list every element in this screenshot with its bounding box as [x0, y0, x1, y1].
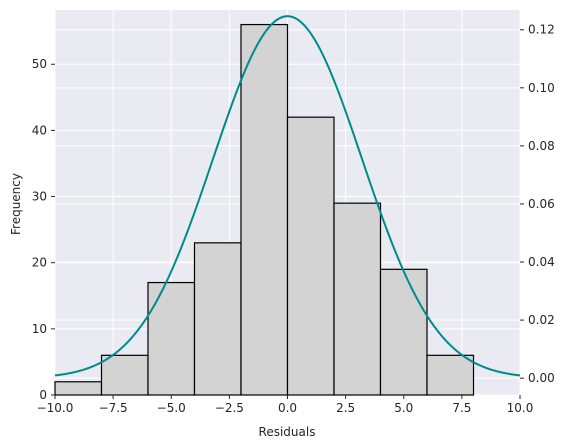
x-tick-label-7: 7.5 — [452, 401, 471, 415]
x-axis-label: Residuals — [259, 425, 316, 439]
x-tick-label-4: 0.0 — [278, 401, 297, 415]
y-tick-label-4: 40 — [32, 123, 47, 137]
histogram-bar-3 — [193, 242, 242, 396]
histogram-bar-6 — [333, 202, 382, 396]
histogram-bar-1 — [100, 354, 149, 396]
y-tick-label-5: 50 — [32, 57, 47, 71]
x-axis-ticks: −10.0 −7.5 −5.0 −2.5 0.0 2.5 5.0 7.5 10.0 — [37, 395, 534, 415]
x-tick-label-3: −2.5 — [215, 401, 244, 415]
x-tick-label-8: 10.0 — [507, 401, 534, 415]
y-tick-label-2: 20 — [32, 256, 47, 270]
histogram-bars — [54, 23, 475, 396]
y2-tick-label-6: 0.12 — [528, 23, 555, 37]
y-tick-label-0: 0 — [39, 388, 47, 402]
y2-tick-label-5: 0.10 — [528, 81, 555, 95]
y2-tick-label-3: 0.06 — [528, 197, 555, 211]
y2-tick-label-0: 0.00 — [528, 371, 555, 385]
y2-tick-label-1: 0.02 — [528, 313, 555, 327]
histogram-bar-2 — [147, 281, 196, 396]
y-axis-left-ticks: 0 10 20 30 40 50 — [32, 57, 55, 402]
y-axis-right-ticks: 0.00 0.02 0.04 0.06 0.08 0.10 0.12 — [520, 23, 555, 385]
x-tick-label-1: −7.5 — [99, 401, 128, 415]
x-tick-label-6: 5.0 — [394, 401, 413, 415]
y-axis-label: Frequency — [9, 173, 23, 235]
y2-tick-label-2: 0.04 — [528, 255, 555, 269]
histogram-bar-0 — [54, 381, 103, 396]
density-curve — [54, 15, 521, 377]
y2-tick-label-4: 0.08 — [528, 139, 555, 153]
x-tick-label-0: −10.0 — [37, 401, 74, 415]
histogram-bar-8 — [426, 354, 475, 396]
histogram-bar-4 — [240, 23, 289, 396]
x-tick-label-2: −5.0 — [157, 401, 186, 415]
histogram-bar-7 — [379, 268, 428, 396]
y-tick-label-3: 30 — [32, 190, 47, 204]
x-tick-label-5: 2.5 — [336, 401, 355, 415]
y-tick-label-1: 10 — [32, 322, 47, 336]
histogram-bar-5 — [286, 116, 335, 396]
